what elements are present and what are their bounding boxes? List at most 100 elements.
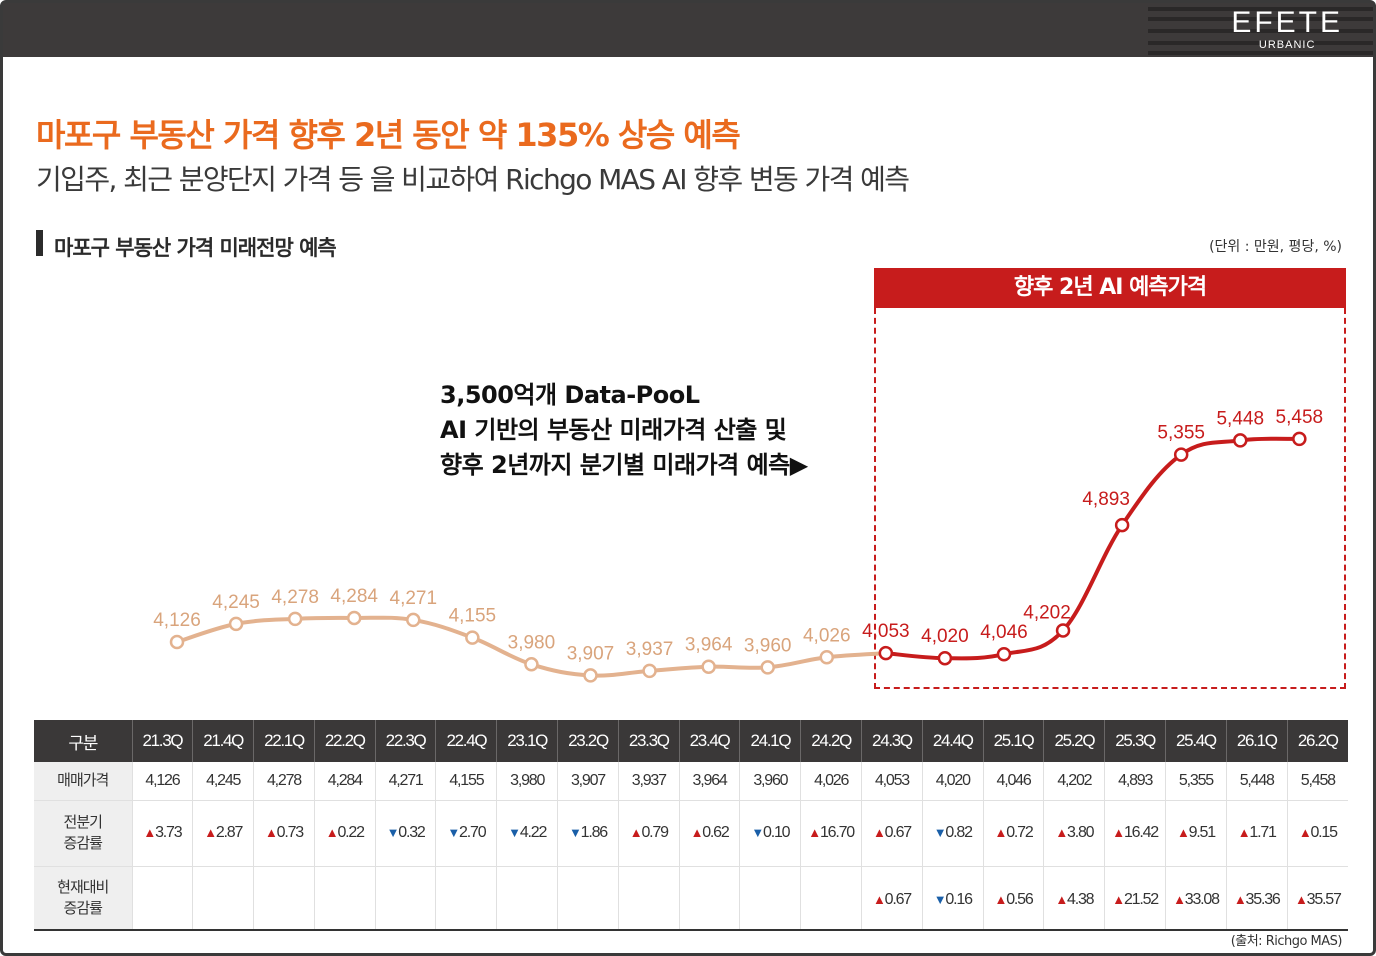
data-label: 5,355 [1157, 423, 1205, 444]
table-cell-qoq: ▲0.22 [313, 800, 376, 867]
data-label: 4,284 [330, 586, 378, 607]
data-label: 4,245 [212, 592, 260, 613]
table-header-cell: 22.1Q [253, 720, 315, 762]
table-cell-price: 4,020 [921, 762, 984, 801]
up-triangle-icon: ▲ [1176, 825, 1190, 840]
price-table: 구분 21.3Q 21.4Q 22.1Q 22.2Q 22.3Q 22.4Q 23.1Q 23… [34, 720, 1348, 931]
table-header-cell: 24.4Q [921, 720, 984, 762]
data-label: 3,937 [626, 639, 674, 660]
down-triangle-icon: ▼ [568, 825, 582, 840]
table-header-cell: 25.3Q [1104, 720, 1166, 762]
table-cell-vs-now: ▲21.52 [1104, 866, 1166, 931]
down-triangle-icon: ▼ [933, 825, 947, 840]
table-cell-qoq: ▲0.72 [982, 800, 1044, 867]
data-point [996, 646, 1012, 662]
change-value: 2.87 [215, 824, 244, 841]
data-point [642, 663, 657, 679]
data-point [169, 634, 185, 650]
logo-stripes [1148, 3, 1373, 57]
change-value: 0.62 [702, 824, 730, 841]
data-label: 4,053 [862, 621, 910, 642]
up-triangle-icon: ▲ [994, 892, 1008, 907]
up-triangle-icon: ▲ [872, 892, 886, 907]
table-cell-vs-now: ▼0.16 [921, 866, 984, 931]
table-cell-qoq: ▲0.67 [861, 800, 923, 867]
data-label: 4,155 [449, 606, 497, 627]
up-triangle-icon: ▲ [872, 825, 886, 840]
table-cell-price: 4,026 [800, 762, 862, 801]
change-value: 4.22 [519, 824, 548, 841]
row-label-vs-now-2: 증감률 [63, 898, 103, 917]
up-triangle-icon: ▲ [1233, 892, 1247, 907]
table-row-vs-now: 현재대비 증감률 ▲0.67 ▼0.16 ▲0.56 ▲4.38 ▲21.52 ▲33.0… [34, 866, 1348, 931]
data-point [524, 657, 539, 672]
change-value: 0.67 [884, 891, 913, 908]
table-cell-qoq: ▲9.51 [1165, 800, 1227, 867]
up-triangle-icon: ▲ [994, 825, 1008, 840]
up-triangle-icon: ▲ [1294, 892, 1308, 907]
callout-line-2: AI 기반의 부동산 미래가격 산출 및 [440, 416, 787, 444]
table-cell-qoq: ▲16.42 [1104, 800, 1166, 867]
table-header-cell: 25.4Q [1165, 720, 1227, 762]
table-cell-vs-now: ▲4.38 [1043, 866, 1105, 931]
table-cell-price: 5,355 [1165, 762, 1227, 801]
data-point [701, 659, 716, 674]
table-cell-vs-now: ▲35.57 [1286, 866, 1348, 931]
up-triangle-icon: ▲ [1173, 892, 1186, 907]
data-point [583, 668, 598, 683]
change-value: 0.15 [1310, 824, 1338, 841]
table-cell-vs-now: ▲0.67 [861, 866, 923, 931]
table-header-cell: 25.2Q [1043, 720, 1105, 762]
data-point [465, 630, 480, 645]
table-row-qoq: 전분기 증감률 ▲3.73 ▲2.87 ▲0.73 ▲0.22 ▼0.32 ▼2.70 ▼4… [34, 800, 1348, 867]
data-label: 4,202 [1023, 602, 1071, 623]
subheadline: 기입주, 최근 분양단지 가격 등 을 비교하여 Richgo MAS AI 향… [36, 163, 910, 196]
change-value: 21.52 [1123, 891, 1159, 908]
table-cell-qoq: ▲2.87 [192, 800, 254, 867]
down-triangle-icon: ▼ [508, 825, 521, 840]
table-corner: 구분 [34, 720, 132, 762]
forecast-series-line [883, 436, 1302, 661]
callout-line-1: 3,500억개 Data-PooL [440, 381, 700, 409]
data-point [1233, 433, 1248, 448]
table-cell-price: 4,046 [982, 762, 1044, 801]
change-value: 4.38 [1067, 891, 1095, 908]
top-bar: EFETE URBANIC [3, 3, 1373, 57]
callout-text: 3,500억개 Data-PooL AI 기반의 부동산 미래가격 산출 및 향… [440, 378, 808, 483]
data-point [1292, 431, 1307, 447]
table-cell-vs-now [374, 866, 436, 931]
up-triangle-icon: ▲ [204, 825, 217, 840]
change-value: 35.57 [1306, 891, 1342, 908]
table-cell-qoq: ▼1.86 [557, 800, 619, 867]
table-cell-qoq: ▲3.73 [131, 800, 193, 867]
table-header-cell: 24.2Q [800, 720, 862, 762]
row-label-vs-now-1: 현재대비 [57, 877, 109, 896]
up-triangle-icon: ▲ [1112, 825, 1125, 840]
table-cell-qoq: ▲0.15 [1286, 800, 1348, 867]
table-header-cell: 23.4Q [678, 720, 740, 762]
change-value: 0.32 [398, 824, 426, 841]
data-point [406, 612, 421, 628]
change-value: 2.70 [459, 824, 487, 841]
down-triangle-icon: ▼ [447, 825, 460, 840]
forecast-banner: 향후 2년 AI 예측가격 [874, 268, 1346, 308]
change-value: 0.10 [763, 824, 791, 841]
change-value: 0.72 [1006, 824, 1034, 841]
brand-name: EFETE [1231, 6, 1343, 39]
table-header-cell: 23.2Q [557, 720, 619, 762]
data-point [1055, 623, 1071, 638]
table-cell-price: 4,271 [374, 762, 436, 801]
change-value: 0.73 [276, 824, 305, 841]
change-value: 3.80 [1067, 824, 1095, 841]
change-value: 1.71 [1249, 824, 1277, 841]
table-cell-qoq: ▲3.80 [1043, 800, 1105, 867]
table-header-cell: 23.1Q [496, 720, 558, 762]
table-cell-vs-now [192, 866, 254, 931]
up-triangle-icon: ▲ [1055, 825, 1068, 840]
change-value: 0.56 [1006, 891, 1034, 908]
table-cell-vs-now [800, 866, 862, 931]
table-cell-price: 4,284 [313, 762, 376, 801]
change-value: 0.79 [641, 824, 669, 841]
